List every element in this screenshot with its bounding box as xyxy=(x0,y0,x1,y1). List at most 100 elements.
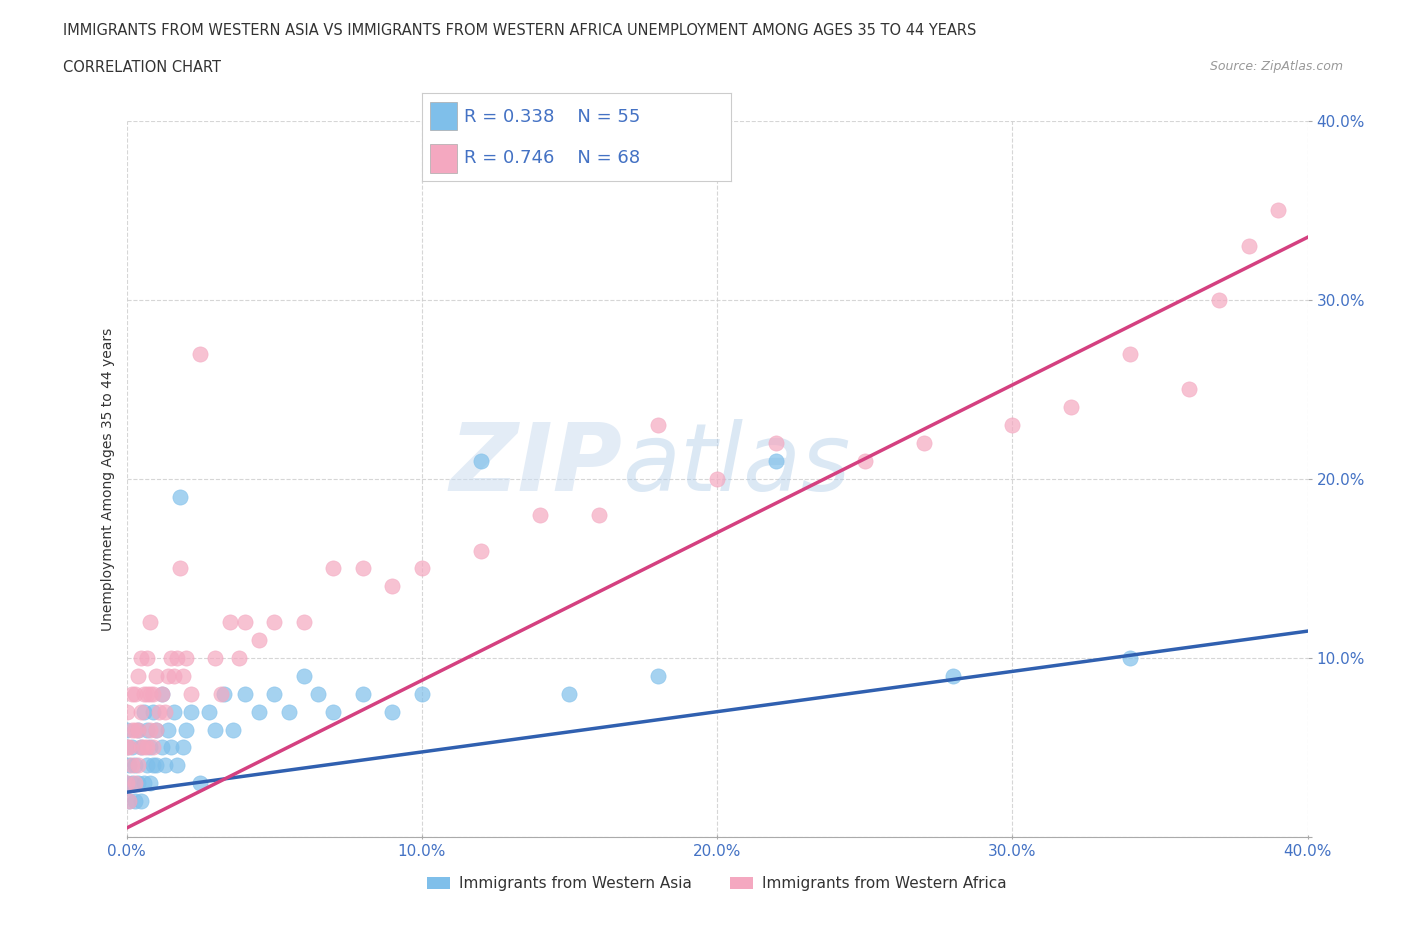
Point xyxy=(1178,382,1201,397)
Point xyxy=(1119,651,1142,666)
Point xyxy=(145,722,167,737)
Point xyxy=(169,561,191,576)
Point xyxy=(174,651,197,666)
Point xyxy=(1001,418,1024,432)
Point xyxy=(115,776,138,790)
Point xyxy=(180,704,202,719)
Point xyxy=(204,722,226,737)
Point xyxy=(118,758,141,773)
Point xyxy=(115,722,138,737)
Point xyxy=(1237,239,1260,254)
Point xyxy=(529,508,551,523)
Point xyxy=(172,669,194,684)
Point xyxy=(124,758,146,773)
Point xyxy=(647,418,669,432)
Point xyxy=(129,651,153,666)
Point xyxy=(142,758,165,773)
Point xyxy=(139,686,162,701)
Point xyxy=(765,435,787,451)
Point xyxy=(292,669,315,684)
Point xyxy=(136,651,159,666)
Point xyxy=(136,722,159,737)
Point xyxy=(172,740,194,755)
Text: ZIP: ZIP xyxy=(450,418,623,511)
Point xyxy=(558,686,581,701)
Point xyxy=(169,489,191,504)
Point xyxy=(647,669,669,684)
Point xyxy=(124,722,146,737)
Point xyxy=(124,686,146,701)
Point xyxy=(153,758,176,773)
Point xyxy=(198,704,221,719)
Point xyxy=(292,615,315,630)
Point xyxy=(115,776,138,790)
Point xyxy=(228,651,250,666)
Point xyxy=(139,776,162,790)
Point xyxy=(219,615,242,630)
Point xyxy=(127,776,149,790)
Point xyxy=(145,722,167,737)
Text: Source: ZipAtlas.com: Source: ZipAtlas.com xyxy=(1209,60,1343,73)
Point xyxy=(127,722,149,737)
Point xyxy=(145,669,167,684)
Point xyxy=(124,794,146,809)
Point xyxy=(150,686,173,701)
Point xyxy=(142,686,165,701)
Point xyxy=(127,722,149,737)
Point xyxy=(150,686,173,701)
Point xyxy=(124,776,146,790)
Point xyxy=(163,669,186,684)
Point xyxy=(188,776,211,790)
Point xyxy=(121,776,143,790)
Point xyxy=(129,704,153,719)
Point xyxy=(142,704,165,719)
Point xyxy=(134,686,156,701)
Point xyxy=(470,454,492,469)
Point xyxy=(912,435,935,451)
FancyBboxPatch shape xyxy=(430,102,457,130)
Point xyxy=(411,561,433,576)
Point xyxy=(121,758,143,773)
Point xyxy=(159,651,183,666)
Point xyxy=(166,651,188,666)
Text: R = 0.746    N = 68: R = 0.746 N = 68 xyxy=(464,150,640,167)
Point xyxy=(129,794,153,809)
Point xyxy=(247,704,270,719)
Point xyxy=(470,543,492,558)
Text: IMMIGRANTS FROM WESTERN ASIA VS IMMIGRANTS FROM WESTERN AFRICA UNEMPLOYMENT AMON: IMMIGRANTS FROM WESTERN ASIA VS IMMIGRAN… xyxy=(63,23,977,38)
Point xyxy=(148,704,170,719)
FancyBboxPatch shape xyxy=(430,144,457,173)
Point xyxy=(136,740,159,755)
Point xyxy=(134,740,156,755)
Point xyxy=(129,740,153,755)
Point xyxy=(139,740,162,755)
Point xyxy=(765,454,787,469)
Point xyxy=(118,740,141,755)
Point xyxy=(942,669,965,684)
Point xyxy=(247,632,270,647)
Point xyxy=(115,704,138,719)
Point xyxy=(136,758,159,773)
Text: atlas: atlas xyxy=(623,419,851,511)
Point xyxy=(706,472,728,486)
Text: R = 0.338    N = 55: R = 0.338 N = 55 xyxy=(464,108,640,126)
Point xyxy=(209,686,232,701)
Point xyxy=(263,686,285,701)
Point xyxy=(1060,400,1083,415)
Point xyxy=(174,722,197,737)
Point xyxy=(352,561,374,576)
Point xyxy=(180,686,202,701)
Legend: Immigrants from Western Asia, Immigrants from Western Africa: Immigrants from Western Asia, Immigrants… xyxy=(420,870,1014,897)
Point xyxy=(853,454,876,469)
Point xyxy=(139,722,162,737)
Point xyxy=(278,704,301,719)
Y-axis label: Unemployment Among Ages 35 to 44 years: Unemployment Among Ages 35 to 44 years xyxy=(101,327,115,631)
Point xyxy=(115,740,138,755)
Point xyxy=(381,704,404,719)
Point xyxy=(150,740,173,755)
Point xyxy=(188,346,211,361)
Point xyxy=(588,508,610,523)
Point xyxy=(322,704,344,719)
Point xyxy=(233,615,256,630)
Point xyxy=(115,740,138,755)
